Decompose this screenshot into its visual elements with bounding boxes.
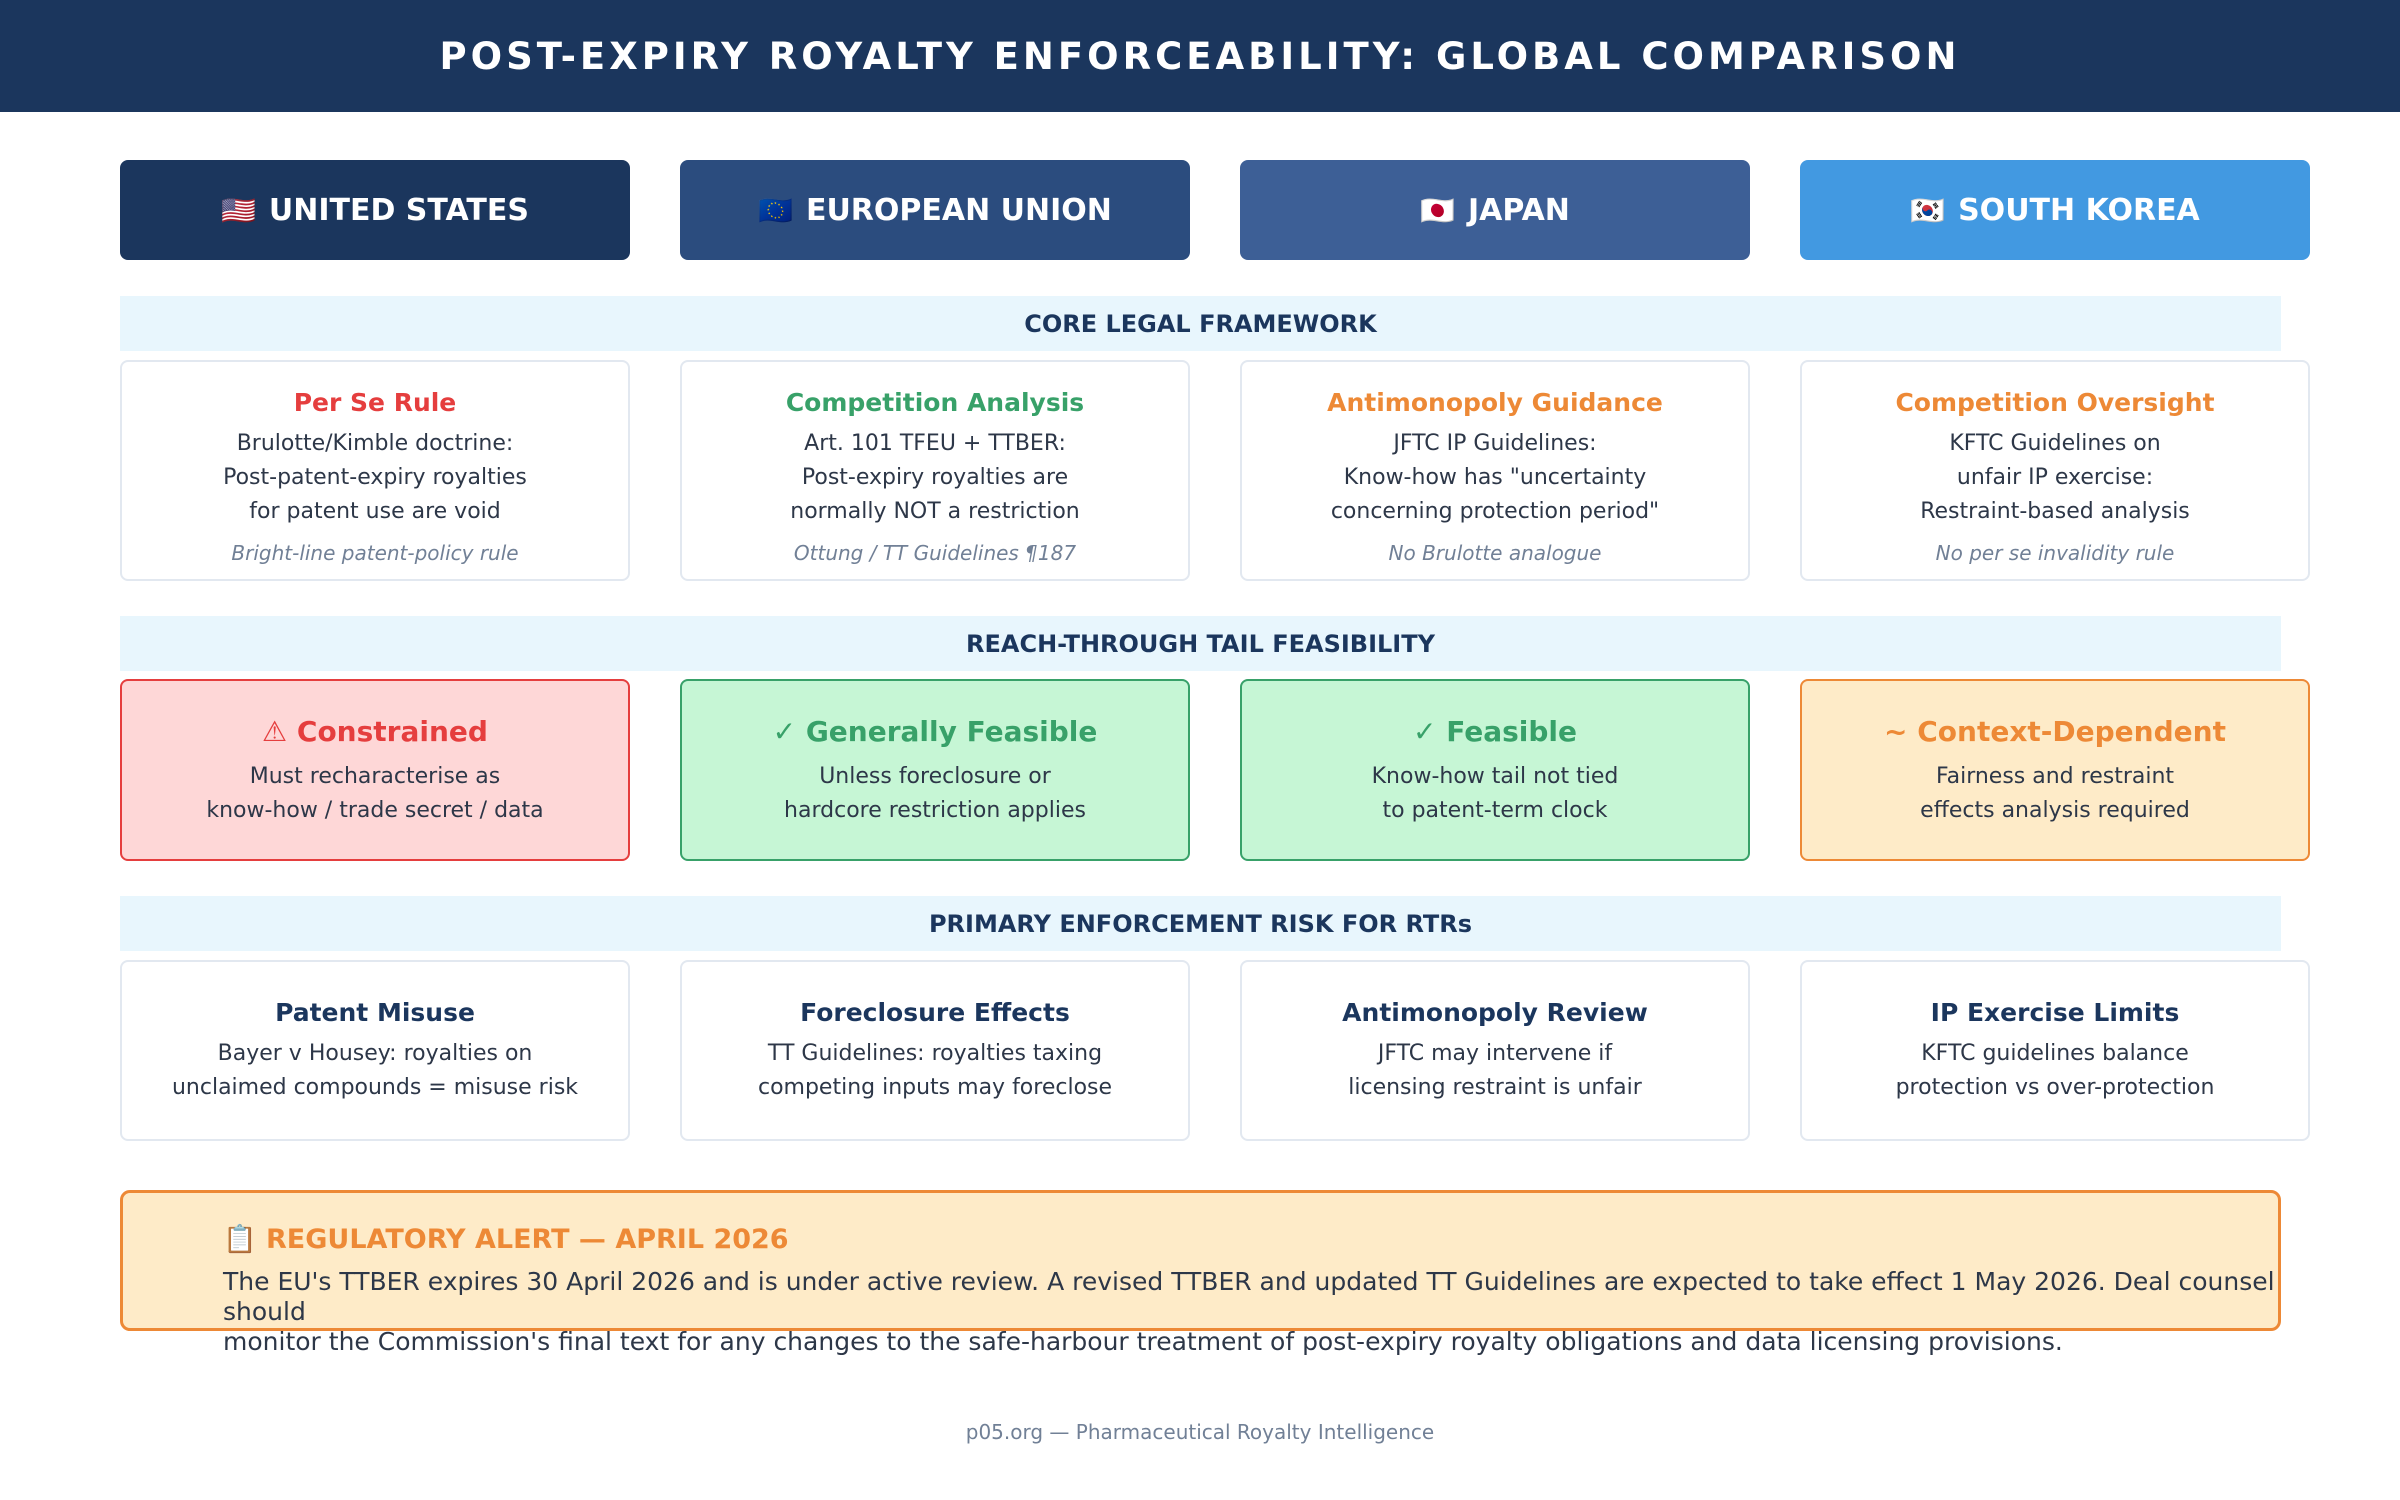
card-line: Bayer v Housey: royalties on	[217, 1041, 533, 1066]
section-header-framework: CORE LEGAL FRAMEWORK	[120, 296, 2281, 351]
status-title: ✓ Feasible	[1413, 715, 1577, 748]
card-line: competing inputs may foreclose	[757, 1075, 1113, 1100]
region-header-kr: 🇰🇷 SOUTH KOREA	[1800, 160, 2310, 260]
card-body: Must recharacterise as know-how / trade …	[122, 760, 628, 828]
card-note: No Brulotte analogue	[1388, 541, 1602, 565]
card-line: Brulotte/Kimble doctrine:	[236, 431, 514, 456]
kr-flag-icon: 🇰🇷	[1910, 193, 1947, 227]
card-line: licensing restraint is unfair	[1348, 1075, 1642, 1100]
risk-card-us: Patent Misuse Bayer v Housey: royalties …	[120, 960, 630, 1141]
regulatory-alert-box: 📋 REGULATORY ALERT — APRIL 2026 The EU's…	[120, 1190, 2281, 1356]
status-title: ⚠ Constrained	[262, 715, 488, 748]
card-body: Art. 101 TFEU + TTBER: Post-expiry royal…	[682, 427, 1188, 529]
tail-card-kr: ~ Context-Dependent Fairness and restrai…	[1800, 679, 2310, 861]
card-line: KFTC guidelines balance	[1921, 1041, 2189, 1066]
card-line: normally NOT a restriction	[790, 499, 1080, 524]
risk-card-kr: IP Exercise Limits KFTC guidelines balan…	[1800, 960, 2310, 1141]
status-title: ✓ Generally Feasible	[772, 715, 1098, 748]
card-note: Ottung / TT Guidelines ¶187	[793, 541, 1077, 565]
card-line: effects analysis required	[1920, 798, 2190, 823]
card-note: No per se invalidity rule	[1935, 541, 2175, 565]
alert-line: The EU's TTBER expires 30 April 2026 and…	[223, 1267, 2275, 1326]
region-name: EUROPEAN UNION	[805, 192, 1112, 228]
card-line: for patent use are void	[249, 499, 501, 524]
card-line: JFTC IP Guidelines:	[1393, 431, 1597, 456]
alert-line: monitor the Commission's final text for …	[223, 1327, 2063, 1356]
region-name: SOUTH KOREA	[1958, 192, 2200, 228]
tail-card-eu: ✓ Generally Feasible Unless foreclosure …	[680, 679, 1190, 861]
card-body: Unless foreclosure or hardcore restricti…	[682, 760, 1188, 828]
card-line: Art. 101 TFEU + TTBER:	[804, 431, 1066, 456]
card-body: JFTC IP Guidelines: Know-how has "uncert…	[1242, 427, 1748, 529]
page-title: POST-EXPIRY ROYALTY ENFORCEABILITY: GLOB…	[439, 34, 1961, 78]
alert-text: The EU's TTBER expires 30 April 2026 and…	[223, 1267, 2333, 1357]
jp-flag-icon: 🇯🇵	[1420, 193, 1456, 227]
card-body: Know-how tail not tied to patent-term cl…	[1242, 760, 1748, 828]
card-line: hardcore restriction applies	[784, 798, 1086, 823]
card-title: Per Se Rule	[293, 388, 457, 417]
card-line: protection vs over-protection	[1895, 1075, 2215, 1100]
card-line: Fairness and restraint	[1935, 764, 2175, 789]
risk-card-eu: Foreclosure Effects TT Guidelines: royal…	[680, 960, 1190, 1141]
eu-flag-icon: 🇪🇺	[758, 193, 794, 227]
card-line: Know-how tail not tied	[1371, 764, 1619, 789]
title-bar: POST-EXPIRY ROYALTY ENFORCEABILITY: GLOB…	[0, 0, 2400, 112]
region-header-us: 🇺🇸 UNITED STATES	[120, 160, 630, 260]
card-line: know-how / trade secret / data	[206, 798, 544, 823]
card-line: to patent-term clock	[1382, 798, 1608, 823]
card-title: Patent Misuse	[275, 998, 475, 1027]
us-flag-icon: 🇺🇸	[220, 193, 257, 227]
card-note: Bright-line patent-policy rule	[231, 541, 519, 565]
card-body: Fairness and restraint effects analysis …	[1802, 760, 2308, 828]
card-title: Antimonopoly Review	[1342, 998, 1648, 1027]
card-title: IP Exercise Limits	[1930, 998, 2180, 1027]
card-body: Bayer v Housey: royalties on unclaimed c…	[122, 1037, 628, 1105]
region-header-jp: 🇯🇵 JAPAN	[1240, 160, 1750, 260]
card-line: unfair IP exercise:	[1956, 465, 2154, 490]
card-title: Competition Analysis	[785, 388, 1085, 417]
card-title: Competition Oversight	[1895, 388, 2215, 417]
card-line: concerning protection period"	[1330, 499, 1660, 524]
framework-card-us: Per Se Rule Brulotte/Kimble doctrine: Po…	[120, 360, 630, 581]
framework-card-eu: Competition Analysis Art. 101 TFEU + TTB…	[680, 360, 1190, 581]
card-line: Must recharacterise as	[249, 764, 501, 789]
region-header-eu: 🇪🇺 EUROPEAN UNION	[680, 160, 1190, 260]
card-line: KFTC Guidelines on	[1949, 431, 2161, 456]
card-line: Know-how has "uncertainty	[1343, 465, 1647, 490]
footer-credit: p05.org — Pharmaceutical Royalty Intelli…	[965, 1420, 1435, 1444]
card-line: TT Guidelines: royalties taxing	[767, 1041, 1103, 1066]
tail-card-us: ⚠ Constrained Must recharacterise as kno…	[120, 679, 630, 861]
framework-card-kr: Competition Oversight KFTC Guidelines on…	[1800, 360, 2310, 581]
status-title: ~ Context-Dependent	[1884, 715, 2226, 748]
card-line: JFTC may intervene if	[1377, 1041, 1613, 1066]
card-line: Post-patent-expiry royalties	[223, 465, 527, 490]
region-name: UNITED STATES	[268, 192, 529, 228]
card-body: TT Guidelines: royalties taxing competin…	[682, 1037, 1188, 1105]
card-line: Restraint-based analysis	[1920, 499, 2190, 524]
tail-card-jp: ✓ Feasible Know-how tail not tied to pat…	[1240, 679, 1750, 861]
region-name: JAPAN	[1467, 192, 1570, 228]
section-header-risk: PRIMARY ENFORCEMENT RISK FOR RTRs	[120, 896, 2281, 951]
framework-card-jp: Antimonopoly Guidance JFTC IP Guidelines…	[1240, 360, 1750, 581]
alert-title: 📋 REGULATORY ALERT — APRIL 2026	[223, 1224, 789, 1255]
card-body: JFTC may intervene if licensing restrain…	[1242, 1037, 1748, 1105]
risk-card-jp: Antimonopoly Review JFTC may intervene i…	[1240, 960, 1750, 1141]
card-line: unclaimed compounds = misuse risk	[171, 1075, 579, 1100]
card-body: KFTC guidelines balance protection vs ov…	[1802, 1037, 2308, 1105]
section-header-tail: REACH-THROUGH TAIL FEASIBILITY	[120, 616, 2281, 671]
card-body: KFTC Guidelines on unfair IP exercise: R…	[1802, 427, 2308, 529]
card-body: Brulotte/Kimble doctrine: Post-patent-ex…	[122, 427, 628, 529]
card-title: Foreclosure Effects	[800, 998, 1070, 1027]
card-line: Unless foreclosure or	[819, 764, 1051, 789]
card-title: Antimonopoly Guidance	[1327, 388, 1663, 417]
card-line: Post-expiry royalties are	[801, 465, 1069, 490]
